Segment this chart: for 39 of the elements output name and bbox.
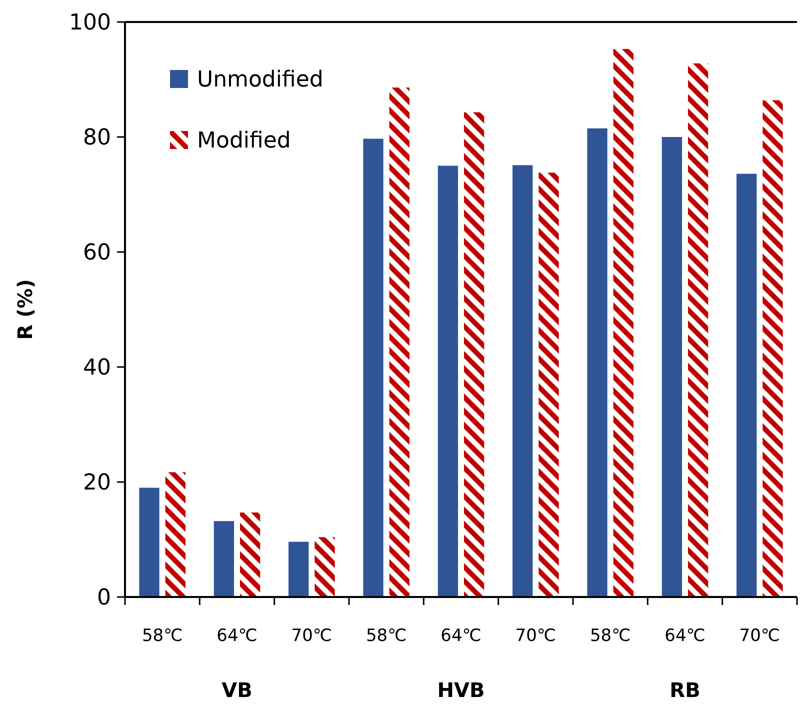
x-tick-label: 64℃: [440, 626, 482, 646]
legend-label: Modified: [197, 128, 291, 154]
y-axis-title: R (%): [13, 279, 37, 340]
y-tick-label: 80: [83, 126, 111, 151]
bar: [613, 49, 634, 597]
bar: [363, 138, 384, 597]
bar: [762, 100, 783, 597]
legend-label: Unmodified: [197, 68, 324, 93]
text: VB: [222, 678, 252, 702]
y-tick-label: 20: [83, 470, 111, 496]
y-tick-label: 100: [69, 10, 111, 36]
bar: [214, 521, 234, 597]
y-tick-label: 0: [97, 586, 111, 611]
bar: [139, 488, 160, 597]
bar: [512, 165, 533, 597]
bar: [314, 537, 335, 597]
y-tick-label: 60: [83, 240, 111, 266]
bar: [538, 172, 559, 597]
x-tick-label: 58℃: [366, 626, 407, 646]
text: HVB: [437, 678, 485, 702]
x-tick-label: 64℃: [216, 626, 258, 646]
bar: [736, 174, 757, 597]
y-tick-label: 40: [83, 356, 111, 381]
bar: [662, 137, 682, 597]
bar: [688, 63, 708, 597]
bar: [438, 166, 458, 597]
x-tick-label: 64℃: [664, 626, 706, 646]
x-tick-label: 58℃: [590, 626, 631, 646]
bar: [288, 542, 309, 597]
x-tick-label: 70℃: [291, 626, 332, 646]
bar: [464, 112, 484, 597]
x-tick-label: 70℃: [739, 626, 780, 646]
bar: [389, 88, 410, 597]
bar: [165, 472, 186, 597]
text: RB: [670, 678, 700, 702]
x-tick-label: 58℃: [142, 626, 183, 646]
bar: [587, 128, 608, 597]
bar: [240, 512, 260, 597]
x-tick-label: 70℃: [515, 626, 556, 646]
